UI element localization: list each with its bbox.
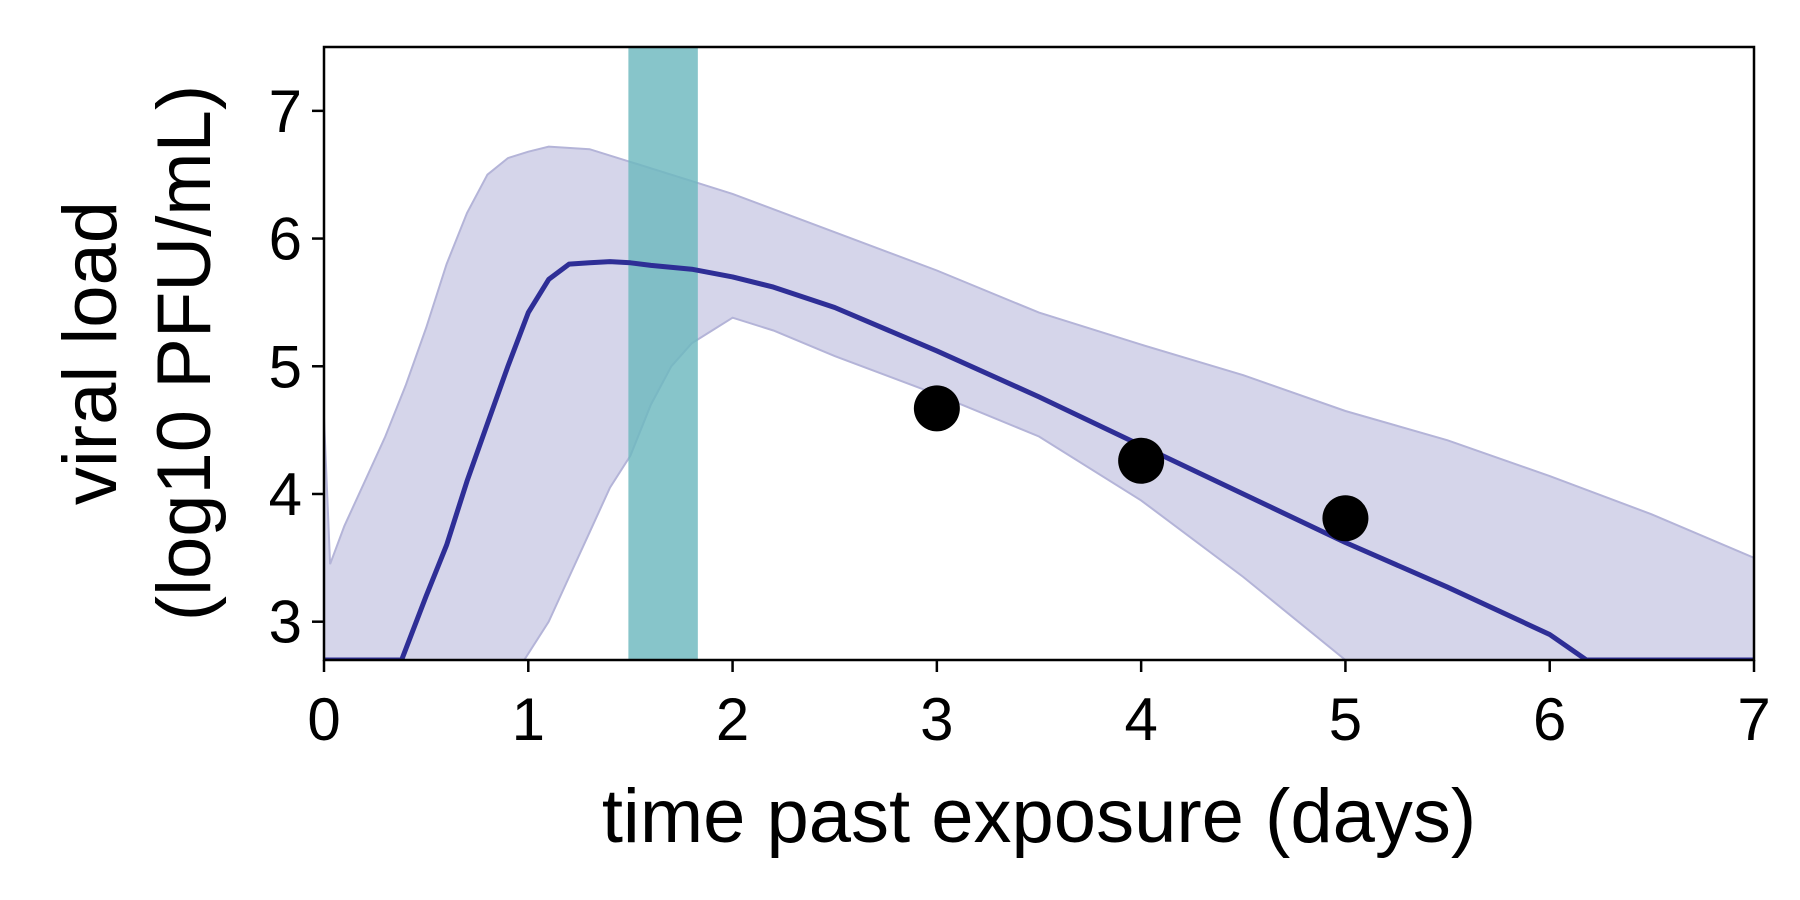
x-axis: 0 1 2 3 4 5 6 7: [307, 660, 1771, 753]
y-axis-label-line2: (log10 PFU/mL): [142, 85, 227, 621]
y-tick-label: 7: [269, 78, 302, 145]
y-tick-label: 5: [269, 333, 302, 400]
highlight-window: [628, 47, 698, 660]
y-axis-label-line1: viral load: [48, 201, 133, 505]
x-tick-label: 3: [920, 686, 953, 753]
x-tick-label: 2: [716, 686, 749, 753]
x-tick-label: 6: [1533, 686, 1566, 753]
y-axis: 3 4 5 6 7: [269, 78, 324, 656]
x-tick-label: 1: [512, 686, 545, 753]
x-axis-label: time past exposure (days): [602, 774, 1476, 859]
median-line: [324, 259, 1754, 660]
observation-point: [1118, 437, 1165, 484]
y-tick-label: 3: [269, 589, 302, 656]
x-tick-label: 5: [1329, 686, 1362, 753]
observation-point: [1322, 495, 1369, 542]
plot-frame: [322, 45, 1756, 662]
x-tick-label: 0: [307, 686, 340, 753]
x-tick-label: 7: [1737, 686, 1770, 753]
y-tick-label: 4: [269, 461, 302, 528]
x-tick-label: 4: [1124, 686, 1157, 753]
y-tick-label: 6: [269, 206, 302, 273]
observation-point: [913, 385, 960, 432]
observation-points: [913, 385, 1369, 542]
uncertainty-band: [324, 145, 1754, 660]
